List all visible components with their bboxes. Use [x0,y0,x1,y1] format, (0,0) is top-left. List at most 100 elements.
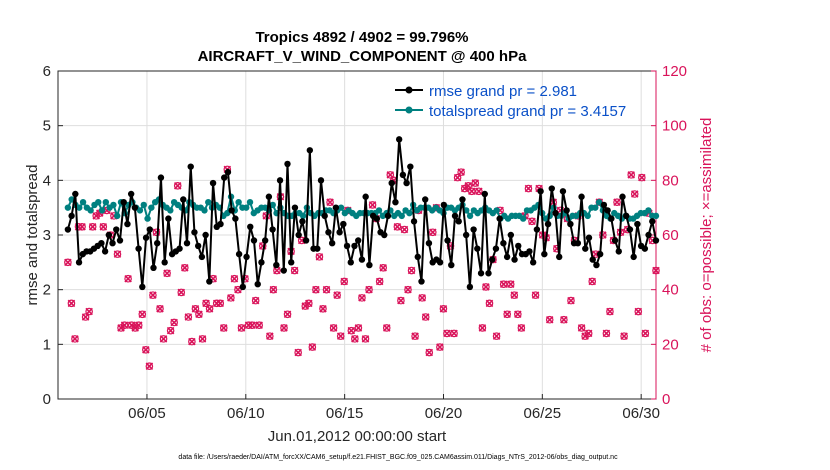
obs-possible-point [439,304,448,313]
legend: rmse grand pr = 2.981 totalspread grand … [395,83,626,120]
obs-possible-point [312,285,320,294]
obs-assimilated-point [181,264,189,272]
obs-possible-point [184,313,193,321]
obs-assimilated-point [113,250,122,258]
obs-assimilated-point [421,313,430,321]
obs-assimilated-point [294,348,302,357]
rmse-point [466,283,474,291]
rmse-point [347,259,354,266]
obs-possible-point [88,223,97,231]
obs-possible-point [85,307,93,316]
obs-possible-point [627,171,635,179]
rmse-point [451,212,459,220]
obs-possible-point [560,315,568,324]
rmse-point [325,229,332,236]
obs-assimilated-point [195,310,203,319]
rmse-point [101,248,109,255]
totalspread-point [652,212,660,220]
totalspread-point [110,201,117,209]
obs-assimilated-point [567,296,575,305]
obs-possible-point [315,253,324,261]
totalspread-point [102,199,110,206]
obs-possible-point [294,348,302,357]
obs-possible-point [230,274,239,283]
obs-assimilated-point [475,187,483,196]
rmse-point [582,245,589,252]
rmse-point [541,250,548,258]
rmse-point [503,253,511,261]
obs-assimilated-point [166,326,175,335]
obs-assimilated-point [620,332,628,340]
rmse-point [477,270,485,277]
rmse-point [75,259,83,266]
rmse-point [302,237,310,244]
obs-possible-point [453,173,462,182]
obs-assimilated-point [280,324,288,332]
rmse-point [254,281,261,288]
rmse-point [414,253,421,261]
obs-possible-point [166,326,175,335]
obs-possible-point [365,285,373,294]
obs-assimilated-point [120,321,129,329]
obs-possible-point [443,329,451,338]
obs-assimilated-point [577,324,586,332]
obs-assimilated-point [67,299,76,308]
obs-possible-point [567,296,575,305]
rmse-point [336,229,343,236]
obs-assimilated-point [400,225,409,234]
obs-assimilated-point [322,285,331,294]
rmse-point [593,261,600,269]
rmse-point [314,245,321,252]
rmse-point [496,215,503,222]
obs-assimilated-point [524,184,533,193]
obs-assimilated-point [188,337,196,346]
rmse-point [436,259,444,266]
rmse-point [552,209,559,217]
rmse-point [343,242,351,250]
obs-assimilated-point [255,321,263,329]
rmse-point [548,185,555,192]
obs-possible-point [336,332,345,340]
obs-possible-point [319,304,327,313]
rmse-point [418,278,425,285]
y-axis-label: rmse and totalspread [24,165,41,306]
obs-assimilated-point [354,324,363,332]
obs-possible-point [81,313,90,321]
obs-assimilated-point [191,305,200,313]
rmse-point [589,256,596,263]
x-tick-label: 06/15 [326,405,364,422]
obs-possible-point [436,343,444,351]
rmse-point [392,199,399,206]
obs-possible-point [418,294,426,302]
obs-possible-point [304,299,313,308]
obs-possible-point [400,225,409,234]
totalspread-point [519,215,527,222]
rmse-point [116,237,124,244]
rmse-point [202,231,209,239]
rmse-point [154,240,161,247]
obs-assimilated-point [177,288,186,297]
obs-possible-point [379,263,387,272]
totalspread-point [140,201,147,209]
obs-assimilated-point [606,307,614,316]
obs-possible-point [524,184,533,193]
rmse-point [619,193,626,200]
rmse-point [626,226,634,233]
obs-possible-point [421,313,430,321]
obs-assimilated-point [305,299,313,308]
totalspread-point [406,209,413,217]
rmse-point [440,201,448,209]
rmse-point [507,231,515,239]
obs-possible-point [326,198,334,207]
chart-title: Tropics 4892 / 4902 = 99.796% [255,29,468,46]
obs-possible-point [471,179,480,187]
obs-assimilated-point [652,266,660,275]
obs-assimilated-point [404,285,412,294]
obs-possible-point [506,280,515,289]
obs-assimilated-point [471,179,480,187]
obs-possible-point [149,291,157,299]
rmse-point [113,226,120,233]
obs-possible-point [358,294,366,302]
obs-assimilated-point [216,299,224,308]
obs-possible-point [517,324,526,332]
